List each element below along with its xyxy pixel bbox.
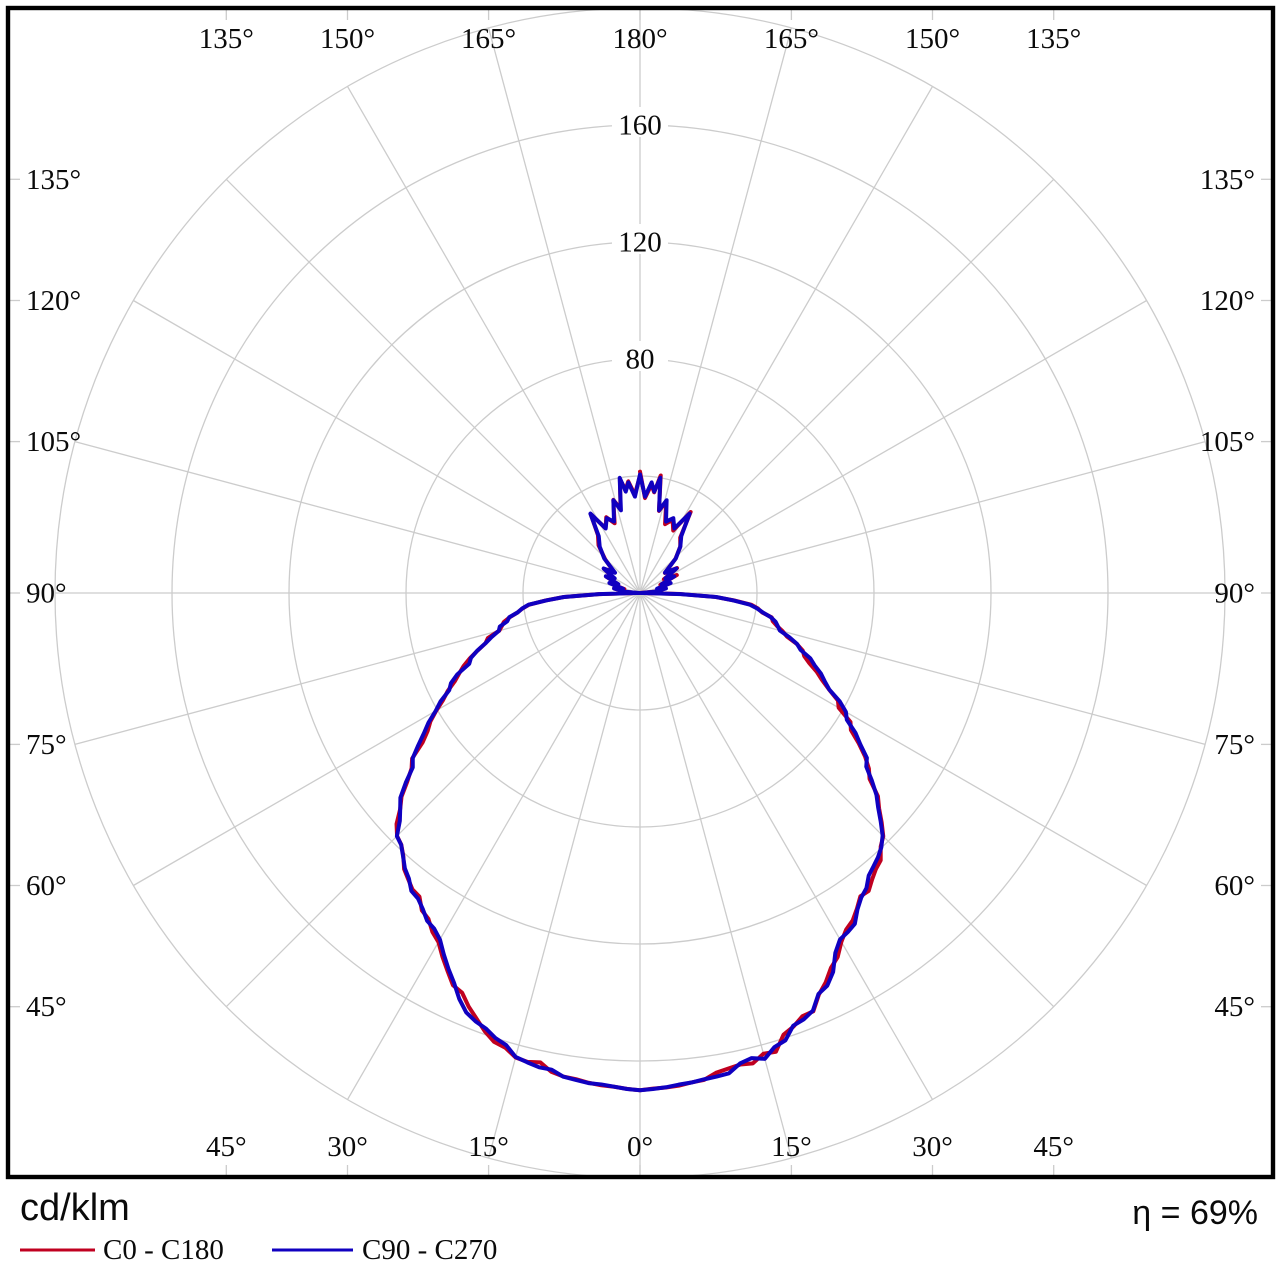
svg-text:60°: 60° xyxy=(1214,870,1255,902)
svg-text:90°: 90° xyxy=(26,578,67,610)
svg-text:0°: 0° xyxy=(627,1131,653,1163)
svg-text:105°: 105° xyxy=(1200,426,1255,458)
svg-text:135°: 135° xyxy=(1200,164,1255,196)
svg-text:45°: 45° xyxy=(206,1131,247,1163)
svg-text:C0 - C180: C0 - C180 xyxy=(103,1234,224,1266)
svg-text:135°: 135° xyxy=(26,164,81,196)
svg-text:135°: 135° xyxy=(199,23,254,55)
svg-text:120°: 120° xyxy=(1200,285,1255,317)
svg-text:30°: 30° xyxy=(912,1131,953,1163)
svg-text:45°: 45° xyxy=(1214,991,1255,1023)
svg-text:120°: 120° xyxy=(26,285,81,317)
svg-text:75°: 75° xyxy=(1214,729,1255,761)
svg-text:45°: 45° xyxy=(1033,1131,1074,1163)
svg-text:80: 80 xyxy=(626,344,655,376)
svg-text:30°: 30° xyxy=(327,1131,368,1163)
svg-text:C90 - C270: C90 - C270 xyxy=(362,1234,497,1266)
svg-text:180°: 180° xyxy=(612,23,667,55)
svg-text:105°: 105° xyxy=(26,426,81,458)
svg-text:15°: 15° xyxy=(771,1131,812,1163)
svg-text:cd/klm: cd/klm xyxy=(20,1187,130,1229)
svg-text:η = 69%: η = 69% xyxy=(1132,1194,1258,1232)
svg-text:135°: 135° xyxy=(1026,23,1081,55)
svg-text:60°: 60° xyxy=(26,870,67,902)
svg-text:45°: 45° xyxy=(26,991,67,1023)
svg-text:160: 160 xyxy=(618,110,662,142)
svg-text:165°: 165° xyxy=(764,23,819,55)
svg-text:150°: 150° xyxy=(905,23,960,55)
svg-text:120: 120 xyxy=(618,227,662,259)
svg-text:15°: 15° xyxy=(468,1131,509,1163)
svg-text:165°: 165° xyxy=(461,23,516,55)
svg-text:90°: 90° xyxy=(1214,578,1255,610)
svg-text:150°: 150° xyxy=(320,23,375,55)
svg-text:75°: 75° xyxy=(26,729,67,761)
